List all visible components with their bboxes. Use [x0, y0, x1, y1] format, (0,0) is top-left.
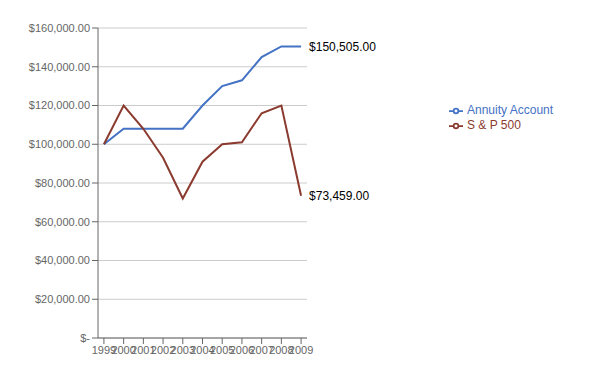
svg-text:2002: 2002	[150, 343, 176, 356]
svg-text:2001: 2001	[131, 343, 156, 356]
svg-text:$120,000.00: $120,000.00	[29, 99, 90, 111]
html-text:Annuity Account: Annuity Account	[467, 103, 554, 117]
svg-text:$80,000.00: $80,000.00	[35, 177, 90, 189]
html-text:S & P 500: S & P 500	[467, 117, 521, 132]
svg-text:$40,000.00: $40,000.00	[35, 254, 90, 266]
svg-text:2007: 2007	[249, 343, 274, 356]
svg-text:$100,000.00: $100,000.00	[29, 138, 90, 150]
svg-text:1999: 1999	[91, 343, 117, 356]
svg-text:2003: 2003	[170, 343, 195, 356]
svg-text:2006: 2006	[229, 343, 255, 356]
svg-text:2000: 2000	[111, 343, 136, 356]
svg-text:2008: 2008	[269, 343, 294, 356]
svg-text:$150,505.00: $150,505.00	[309, 40, 376, 54]
svg-text:2004: 2004	[190, 343, 215, 356]
svg-text:2005: 2005	[210, 343, 235, 356]
svg-text:$160,000.00: $160,000.00	[29, 22, 90, 34]
svg-text:$73,459.00: $73,459.00	[309, 189, 369, 203]
svg-text:2009: 2009	[289, 344, 313, 356]
svg-text:$140,000.00: $140,000.00	[29, 61, 90, 73]
svg-text:$20,000.00: $20,000.00	[35, 293, 90, 305]
svg-text:$-: $-	[80, 332, 90, 344]
svg-text:$60,000.00: $60,000.00	[35, 216, 90, 228]
